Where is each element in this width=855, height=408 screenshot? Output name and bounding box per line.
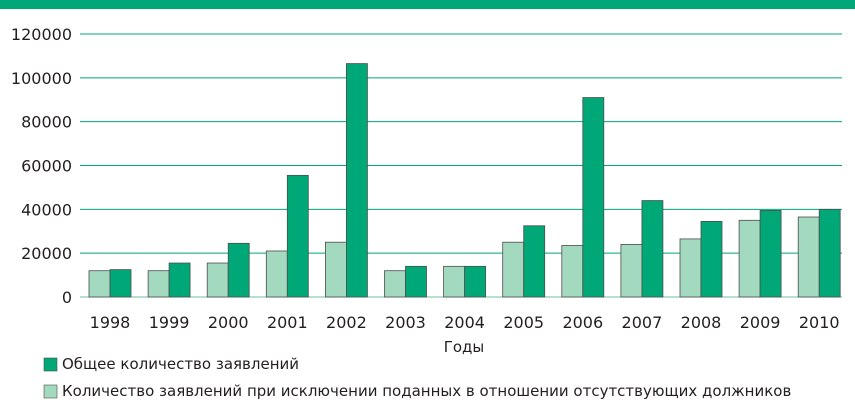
bar-dark-2007 (641, 200, 664, 298)
bar-light-1998 (88, 270, 111, 298)
y-tick-label: 60000 (21, 157, 72, 176)
bar-light-2003 (384, 270, 406, 298)
top-accent-bar (0, 0, 855, 9)
bar-light-2007 (620, 243, 643, 298)
y-tick-label: 20000 (21, 244, 72, 263)
x-tick-label: 2003 (385, 313, 426, 332)
x-tick-label: 2007 (622, 313, 663, 332)
x-tick-label: 2001 (267, 313, 308, 332)
bar-light-1999 (147, 270, 170, 298)
bar-light-2002 (324, 241, 347, 298)
bar-light-2008 (679, 238, 702, 298)
gridlines (80, 33, 842, 298)
bar-dark-2003 (405, 265, 427, 298)
bar-dark-2001 (286, 174, 309, 298)
bar-light-2009 (738, 219, 761, 298)
bars (88, 63, 841, 298)
y-tick-label: 100000 (11, 69, 72, 88)
x-tick-label: 2006 (562, 313, 603, 332)
bar-dark-2002 (345, 63, 368, 298)
legend-swatch-light (43, 384, 58, 399)
legend-swatch-dark (43, 357, 58, 372)
legend: Общее количество заявлений Количество зая… (43, 355, 791, 400)
x-tick-label: 2004 (444, 313, 485, 332)
legend-label-light: Количество заявлений при исключении пода… (62, 382, 791, 400)
y-tick-label: 120000 (11, 25, 72, 44)
bar-dark-2010 (818, 208, 841, 298)
bar-dark-1999 (168, 262, 191, 298)
y-tick-label: 80000 (21, 113, 72, 132)
bar-dark-2006 (582, 97, 605, 298)
x-tick-label: 2008 (681, 313, 722, 332)
x-tick-label: 2005 (503, 313, 544, 332)
bar-light-2004 (443, 265, 466, 298)
bar-light-2010 (797, 216, 820, 298)
bar-dark-2009 (759, 210, 782, 298)
y-axis-tick-labels: 0 20000 40000 60000 80000 100000 120000 (11, 25, 72, 307)
y-tick-label: 40000 (21, 200, 72, 219)
x-tick-label: 2009 (740, 313, 781, 332)
bar-dark-1998 (109, 269, 132, 298)
x-tick-label: 2002 (326, 313, 367, 332)
x-tick-label: 1999 (149, 313, 190, 332)
bar-light-2001 (265, 250, 288, 298)
bar-light-2005 (502, 241, 525, 298)
bar-light-2006 (561, 245, 584, 298)
bar-dark-2000 (227, 242, 250, 298)
x-axis-title: Годы (444, 338, 485, 356)
bar-light-2000 (206, 262, 229, 298)
x-tick-label: 1998 (90, 313, 131, 332)
x-axis-tick-labels: 1998 1999 2000 2001 2002 2003 2004 2005 2006 2007… (90, 313, 840, 332)
x-tick-label: 2000 (208, 313, 249, 332)
legend-label-dark: Общее количество заявлений (62, 355, 299, 373)
bar-dark-2004 (464, 265, 487, 298)
bar-dark-2008 (700, 220, 723, 298)
y-tick-label: 0 (62, 288, 72, 307)
bar-dark-2005 (523, 225, 546, 298)
x-tick-label: 2010 (799, 313, 840, 332)
